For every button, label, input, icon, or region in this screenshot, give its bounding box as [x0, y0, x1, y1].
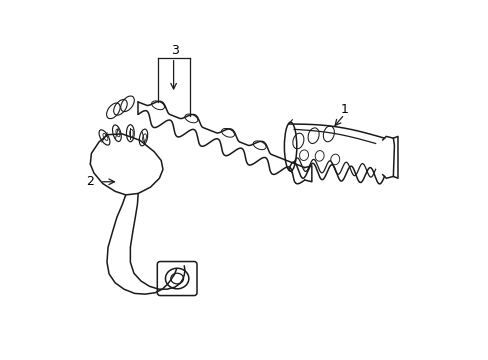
Text: 3: 3: [171, 44, 179, 57]
Text: 2: 2: [86, 175, 94, 188]
Text: 1: 1: [340, 103, 347, 116]
